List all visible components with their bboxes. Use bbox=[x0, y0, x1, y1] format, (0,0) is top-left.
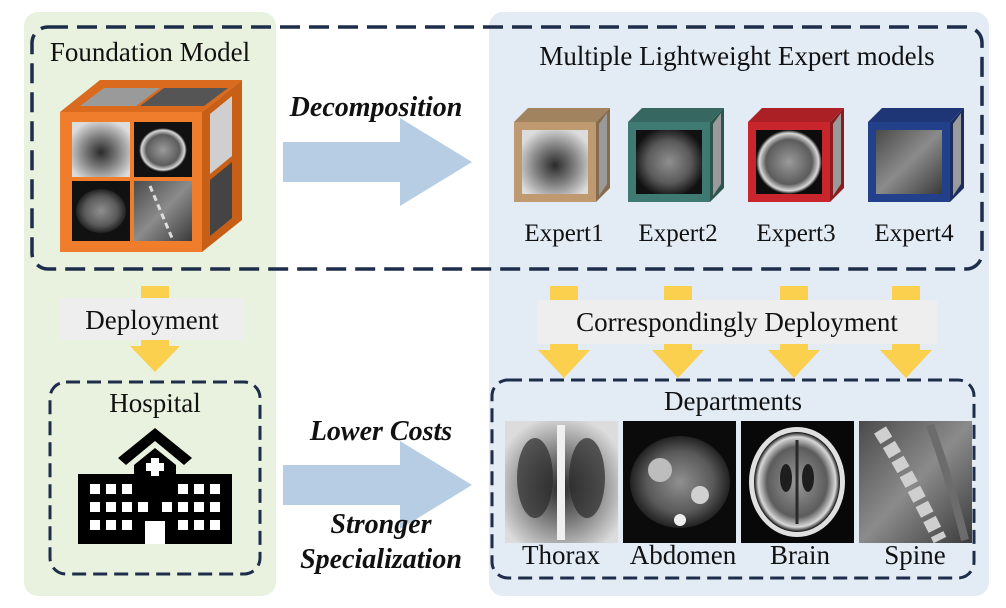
deployment-arrow bbox=[130, 286, 180, 372]
correspondingly-deployment-label-background bbox=[537, 300, 937, 344]
department-label-thorax: Thorax bbox=[522, 540, 600, 570]
decomposition-label: Decomposition bbox=[289, 92, 463, 123]
expert-1-label: Expert1 bbox=[524, 220, 604, 247]
stronger-label: Stronger bbox=[330, 509, 432, 540]
deploy-arrow-4 bbox=[880, 286, 932, 378]
departments-dashed-frame bbox=[490, 378, 976, 580]
expert-3-label: Expert3 bbox=[756, 220, 836, 247]
department-label-spine: Spine bbox=[884, 540, 946, 570]
deploy-arrow-1 bbox=[538, 286, 590, 378]
department-label-abdomen: Abdomen bbox=[629, 540, 737, 570]
foundation-model-title: Foundation Model bbox=[49, 37, 251, 67]
correspondingly-deployment-arrows bbox=[538, 286, 932, 378]
top-dashed-frame bbox=[30, 25, 984, 271]
expert-cube-image-abdomen bbox=[636, 130, 702, 194]
expert-cube-3 bbox=[748, 108, 844, 202]
correspondingly-deployment-label: Correspondingly Deployment bbox=[576, 307, 898, 337]
department-image-brain bbox=[741, 421, 854, 543]
lower-costs-label: Lower Costs bbox=[309, 416, 453, 447]
department-image-thorax bbox=[505, 421, 618, 543]
expert-cube-image-thorax bbox=[522, 130, 588, 194]
expert-2-label: Expert2 bbox=[638, 220, 718, 247]
expert-cube-image-brain bbox=[756, 130, 822, 194]
hospital-icon bbox=[78, 428, 232, 544]
foundation-model-cube bbox=[60, 80, 242, 252]
hospital-dashed-frame bbox=[48, 380, 262, 576]
decomposition-arrow bbox=[283, 118, 472, 206]
expert-cube-1 bbox=[514, 108, 610, 202]
expert-4-label: Expert4 bbox=[874, 220, 954, 247]
deploy-arrow-2 bbox=[652, 286, 704, 378]
deployment-label-background bbox=[60, 298, 244, 340]
deployment-label: Deployment bbox=[85, 305, 219, 335]
expert-cube-2 bbox=[628, 108, 724, 202]
specialization-label: Specialization bbox=[300, 544, 462, 575]
deploy-arrow-3 bbox=[768, 286, 820, 378]
departments-title: Departments bbox=[664, 386, 802, 416]
expert-cube-image-spine bbox=[876, 130, 942, 194]
department-label-brain: Brain bbox=[770, 540, 830, 570]
expert-cubes-group bbox=[514, 108, 964, 202]
department-image-spine bbox=[859, 421, 972, 544]
expert-cube-4 bbox=[868, 108, 964, 202]
department-images bbox=[505, 421, 972, 544]
expert-models-title: Multiple Lightweight Expert models bbox=[539, 41, 935, 71]
hospital-title: Hospital bbox=[109, 388, 201, 418]
department-image-abdomen bbox=[623, 421, 736, 543]
lower-costs-arrow bbox=[283, 441, 472, 529]
